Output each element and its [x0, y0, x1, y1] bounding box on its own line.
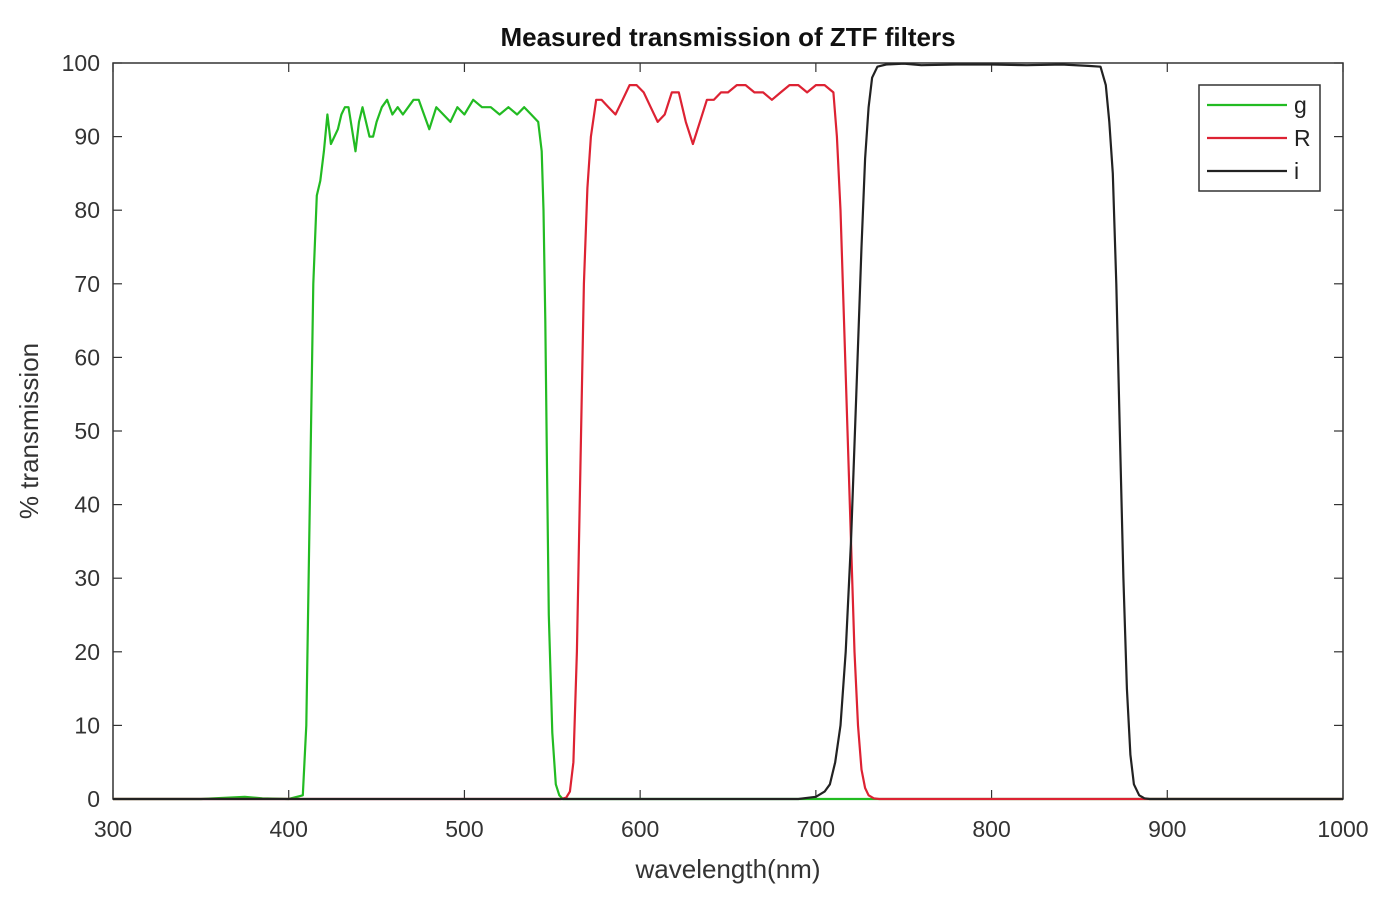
y-tick-label: 30 [74, 565, 100, 591]
legend-label-g: g [1294, 92, 1307, 118]
y-tick-label: 40 [74, 492, 100, 518]
y-tick-label: 90 [74, 124, 100, 150]
legend-label-R: R [1294, 125, 1311, 151]
y-tick-label: 50 [74, 418, 100, 444]
x-tick-label: 600 [621, 816, 659, 842]
y-tick-label: 80 [74, 197, 100, 223]
chart-title: Measured transmission of ZTF filters [500, 22, 955, 52]
x-tick-label: 300 [94, 816, 132, 842]
y-tick-label: 10 [74, 712, 100, 738]
y-tick-label: 60 [74, 344, 100, 370]
y-tick-label: 0 [87, 786, 100, 812]
data-series [113, 62, 1343, 801]
x-axis-label: wavelength(nm) [635, 854, 821, 884]
x-tick-label: 500 [445, 816, 483, 842]
series-line-g [113, 98, 1343, 801]
legend: gRi [1198, 84, 1321, 192]
x-tick-label: 800 [972, 816, 1010, 842]
series-line-R [113, 83, 1343, 801]
series-line-i [113, 62, 1343, 801]
y-axis-label: % transmission [14, 343, 44, 519]
legend-label-i: i [1294, 158, 1299, 184]
axis-ticks: 300 400 500 600 700 800 900 1000 0 10 20 30 40 50 60 70… [62, 50, 1369, 842]
y-tick-label: 100 [62, 50, 100, 76]
y-tick-label: 20 [74, 639, 100, 665]
y-tick-label: 70 [74, 271, 100, 297]
x-tick-label: 400 [270, 816, 308, 842]
x-tick-label: 900 [1148, 816, 1186, 842]
x-tick-label: 1000 [1317, 816, 1368, 842]
plot-area [112, 62, 1344, 800]
x-tick-label: 700 [797, 816, 835, 842]
